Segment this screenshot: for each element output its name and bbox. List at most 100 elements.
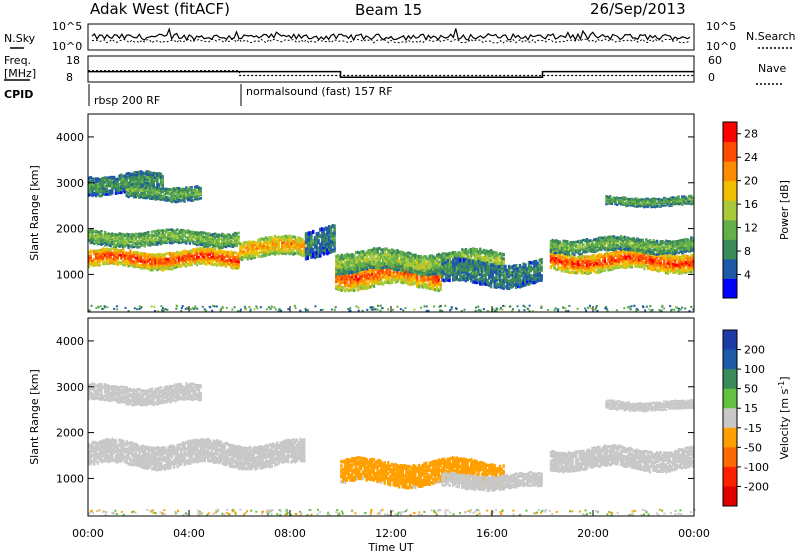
- power-cell: [387, 256, 390, 260]
- power-cell: [598, 247, 601, 250]
- power-cell: [538, 275, 541, 280]
- power-cell: [217, 252, 220, 256]
- power-cell: [270, 235, 273, 239]
- power-cell: [593, 269, 596, 273]
- power-cell: [578, 246, 581, 250]
- power-cell: [353, 280, 356, 284]
- power-cell: [390, 248, 394, 252]
- power-cell: [129, 192, 132, 196]
- power-cell: [129, 172, 132, 176]
- power-cell: [437, 252, 441, 257]
- power-cell: [123, 233, 127, 237]
- power-cell: [526, 277, 529, 281]
- power-cell: [281, 241, 284, 244]
- power-cell: [432, 261, 435, 265]
- power-cell: [372, 272, 376, 276]
- power-cell: [89, 231, 92, 234]
- power-cell: [195, 195, 199, 198]
- power-cell: [522, 276, 525, 280]
- power-cell: [452, 267, 455, 271]
- power-cell: [601, 246, 605, 250]
- power-cell: [403, 275, 406, 279]
- power-cell: [158, 231, 161, 235]
- power-cell: [407, 266, 410, 270]
- power-cell: [623, 266, 626, 269]
- power-cell: [244, 255, 248, 259]
- power-cell: [113, 245, 116, 248]
- power-cell: [299, 237, 302, 241]
- power-cell: [527, 276, 531, 281]
- power-cell: [441, 252, 444, 256]
- power-cell: [417, 270, 421, 274]
- power-cell: [156, 233, 159, 237]
- power-cell: [439, 266, 442, 270]
- power-cell: [612, 259, 616, 262]
- power-cell: [471, 259, 475, 264]
- power-cell: [129, 182, 132, 185]
- power-cell: [304, 234, 308, 239]
- power-cell: [163, 187, 166, 190]
- power-cell: [129, 235, 132, 238]
- power-cell: [228, 259, 231, 262]
- power-cell: [457, 270, 460, 274]
- power-cell: [351, 281, 354, 285]
- power-cell: [275, 251, 279, 255]
- power-cell: [109, 261, 112, 265]
- power-cell: [201, 251, 204, 255]
- power-cell: [430, 282, 433, 287]
- power-cell: [459, 265, 462, 269]
- power-cell: [670, 254, 673, 258]
- power-cell: [584, 251, 587, 254]
- power-cell: [308, 231, 311, 236]
- power-cell: [181, 262, 184, 266]
- power-cell: [336, 270, 340, 274]
- power-cell: [466, 254, 469, 259]
- power-cell: [98, 234, 101, 238]
- power-cell: [430, 254, 433, 258]
- power-cell: [566, 258, 569, 262]
- power-cell: [123, 176, 127, 180]
- power-cell: [295, 246, 299, 250]
- power-cell: [319, 227, 322, 232]
- power-cell: [360, 275, 363, 280]
- power-cell: [98, 260, 101, 264]
- power-cell: [500, 252, 504, 256]
- power-cell: [94, 262, 98, 265]
- power-cell: [417, 256, 421, 260]
- power-cell: [149, 264, 152, 267]
- power-cell: [105, 251, 109, 255]
- power-cell: [566, 266, 569, 270]
- power-cell: [134, 195, 137, 199]
- power-cell: [131, 264, 134, 268]
- power-cell: [621, 250, 625, 254]
- power-cell: [374, 247, 378, 251]
- power-cell: [221, 238, 224, 242]
- power-cell: [248, 256, 251, 260]
- power-cell: [573, 253, 576, 256]
- power-cell: [336, 259, 340, 263]
- power-cell: [111, 175, 114, 179]
- power-cell: [199, 238, 202, 241]
- power-cell: [405, 252, 408, 256]
- power-cell: [176, 197, 179, 201]
- power-cell: [223, 239, 226, 242]
- power-cell: [177, 253, 181, 257]
- power-cell: [410, 264, 414, 268]
- power-cell: [661, 257, 664, 261]
- power-cell: [277, 252, 280, 256]
- power-cell: [319, 246, 322, 251]
- power-cell: [432, 271, 435, 275]
- power-cell: [172, 193, 175, 196]
- power-cell: [351, 270, 354, 274]
- power-cell: [268, 236, 271, 239]
- power-cell: [96, 257, 100, 261]
- power-cell: [580, 245, 583, 249]
- power-cell: [131, 176, 134, 180]
- power-cell: [641, 252, 644, 256]
- power-cell: [248, 252, 251, 255]
- power-cell: [466, 258, 469, 262]
- power-cell: [498, 261, 502, 265]
- power-cell: [248, 245, 251, 249]
- power-cell: [468, 261, 471, 266]
- power-cell: [387, 249, 390, 253]
